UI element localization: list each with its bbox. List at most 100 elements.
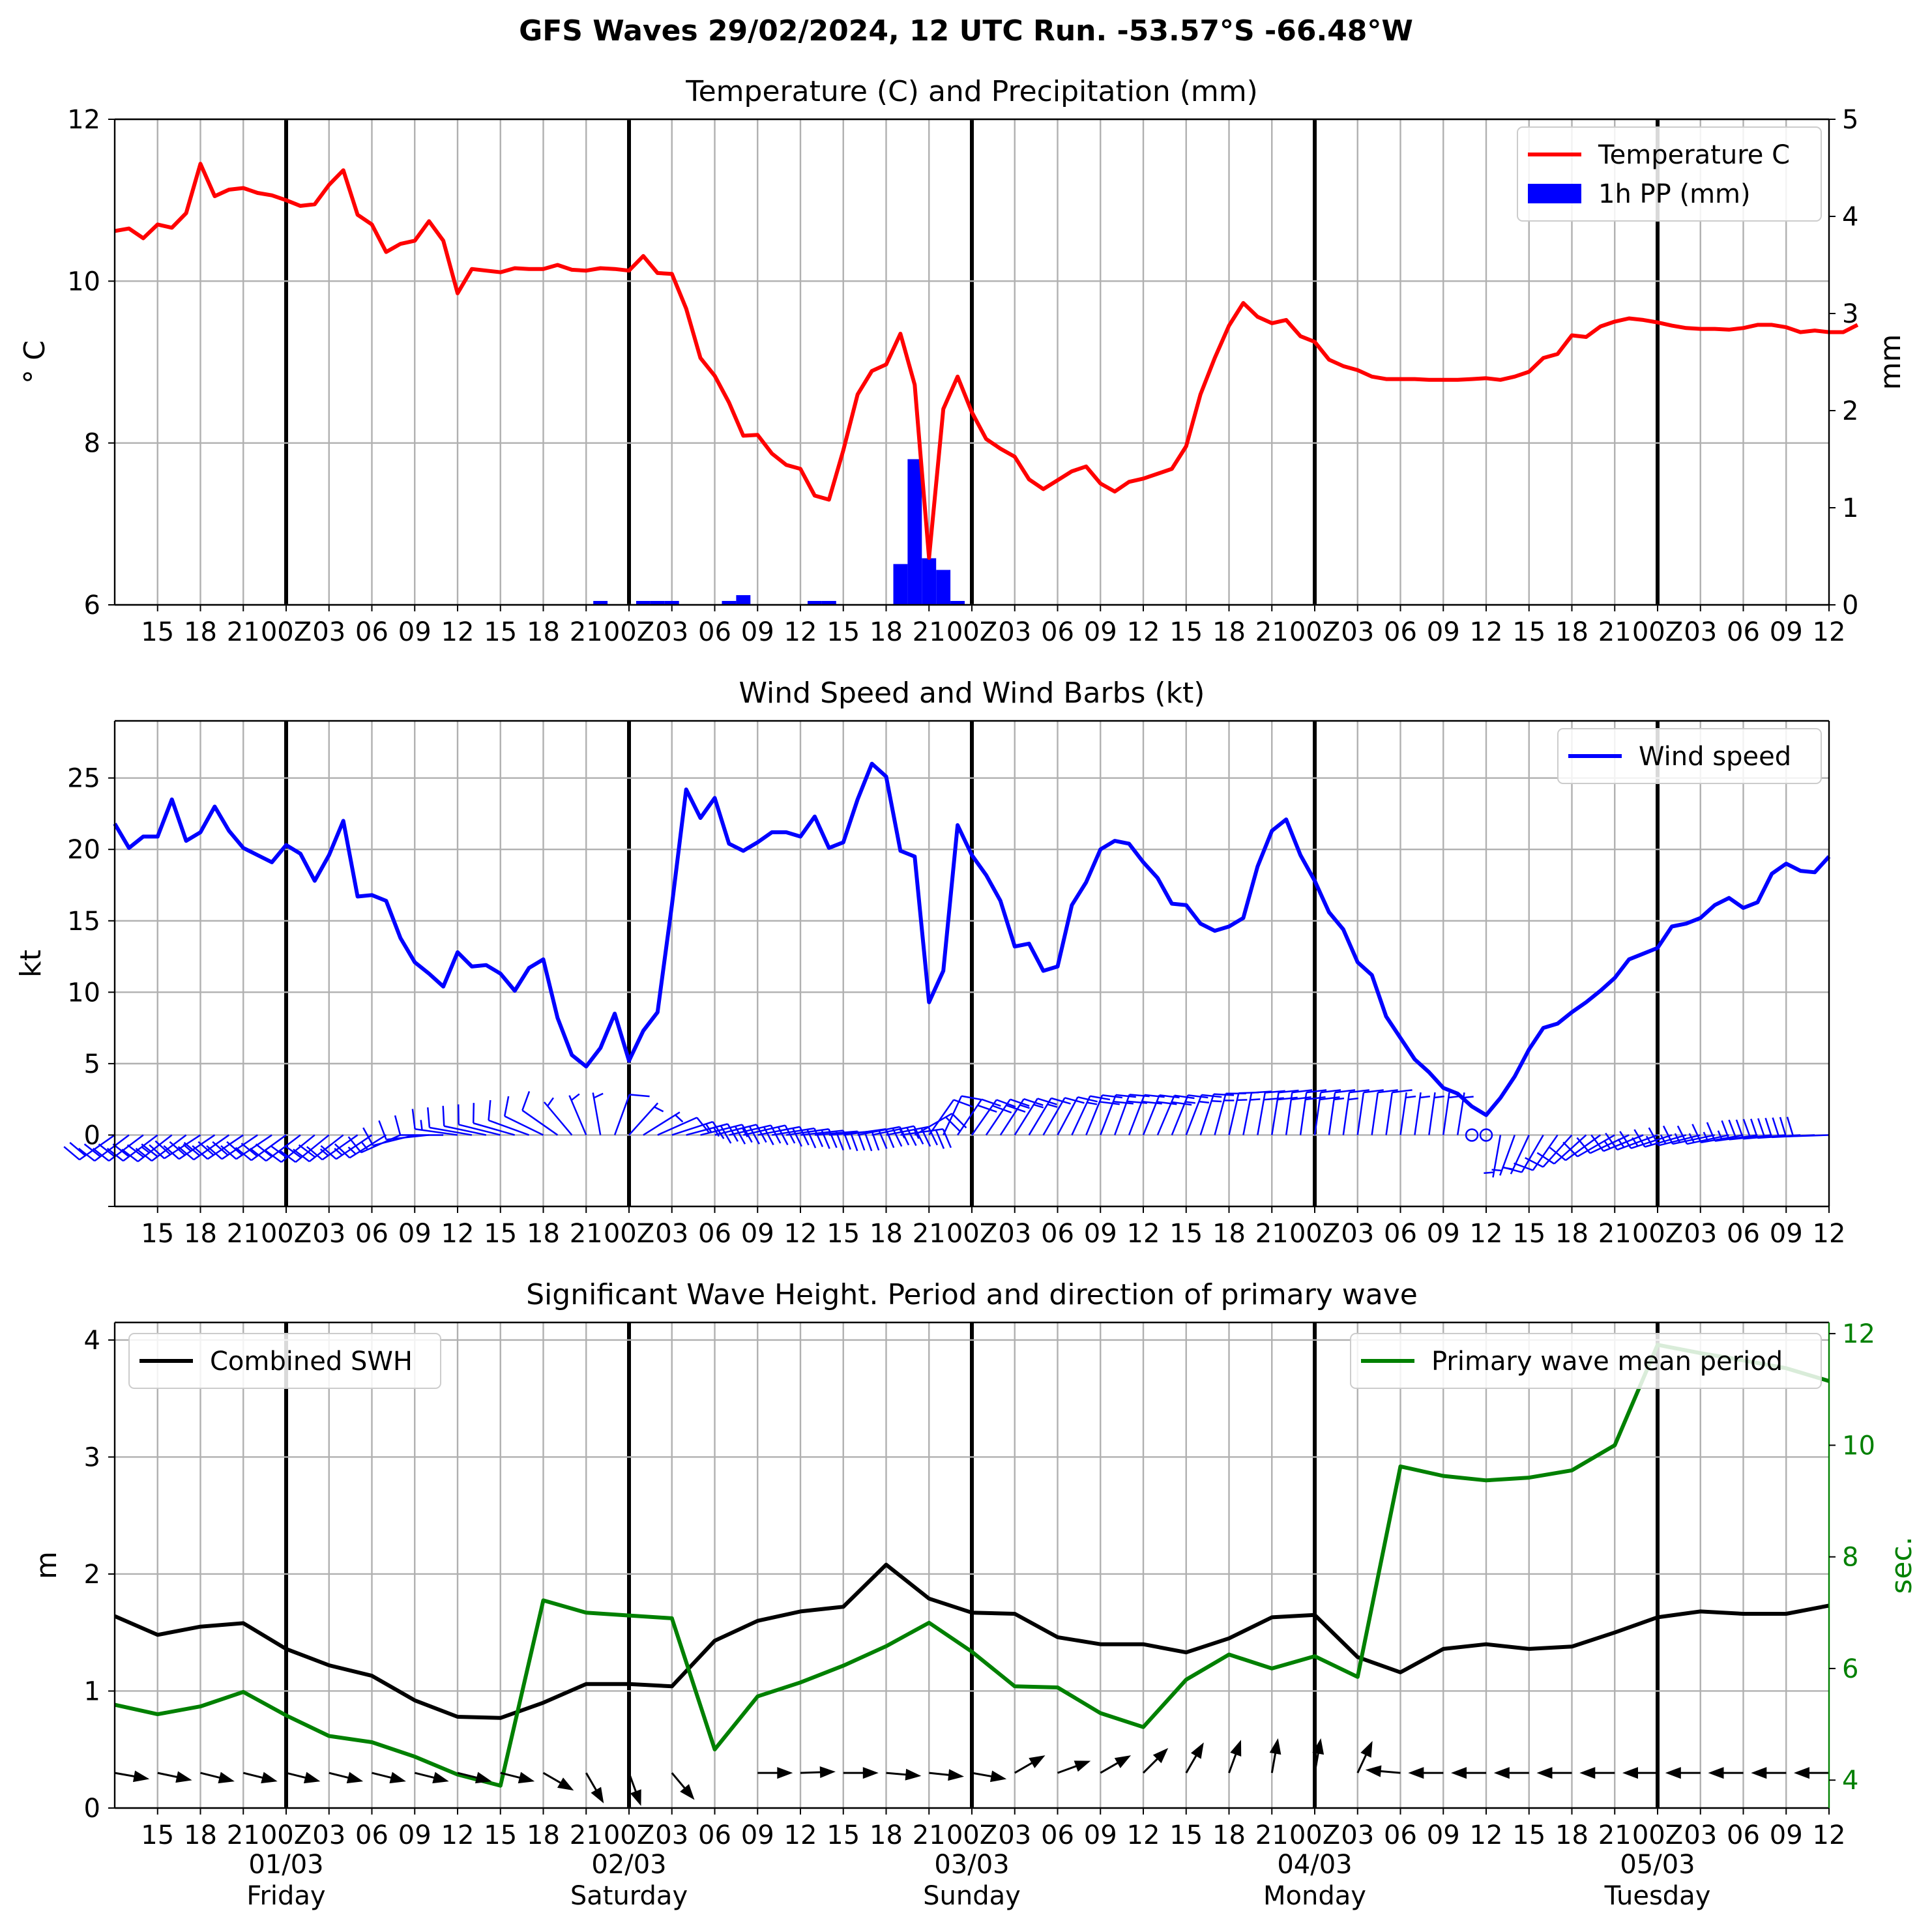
wave-arrow-head <box>261 1772 278 1784</box>
barb-half-feather <box>1703 1131 1709 1142</box>
barb-half-feather <box>654 1106 664 1113</box>
wind-barb <box>1171 1094 1208 1135</box>
barb-feather <box>1590 1134 1604 1152</box>
wave-arrow <box>671 1772 695 1800</box>
wave-arrow-head <box>1312 1738 1325 1755</box>
x-tick-label: 18 <box>870 1820 903 1850</box>
x-tick-label: 21 <box>913 1820 946 1850</box>
x-tick-label: 09 <box>1427 1219 1460 1249</box>
barb-feather <box>334 1143 351 1159</box>
barb-feather <box>1174 1094 1195 1100</box>
wave-arrow <box>971 1770 1007 1783</box>
barb-half-feather <box>1405 1095 1416 1099</box>
temp-panel-title: Temperature (C) and Precipitation (mm) <box>685 75 1258 108</box>
barb-half-feather <box>1199 1100 1210 1103</box>
precip-bar <box>650 601 665 605</box>
barb-feather <box>306 1146 323 1161</box>
wind-speed-panel: 15 18 21 00Z 03 06 09 12 15 18 21 00Z 03 06 09 12 15 18 21… <box>14 720 1845 1249</box>
x-tick-label: 03 <box>998 1219 1031 1249</box>
barb-feather <box>198 1141 214 1156</box>
wave-arrow-head <box>777 1767 793 1779</box>
x-tick-label: 21 <box>227 617 260 647</box>
x-tick-label: 09 <box>741 617 774 647</box>
barb-feather <box>1292 1089 1313 1094</box>
barb-staff <box>628 1102 659 1136</box>
x-tick-label: 06 <box>1727 1219 1760 1249</box>
barb-feather <box>183 1142 201 1156</box>
barb-feather <box>472 1103 475 1124</box>
wind-barb <box>1042 1097 1085 1136</box>
wave-arrow <box>114 1770 150 1783</box>
wave-arrow-head <box>1794 1767 1809 1779</box>
x-tick-label: 15 <box>827 1219 860 1249</box>
x-tick-label: 18 <box>1212 1820 1246 1850</box>
wind-axis-tick-label: 0 <box>84 1120 100 1150</box>
wind-barb <box>347 1134 401 1154</box>
barb-feather <box>255 1143 272 1158</box>
barb-feather <box>1706 1122 1716 1142</box>
wind-barb <box>192 1134 244 1160</box>
barb-feather <box>135 1148 153 1162</box>
calm-circle <box>1479 1128 1493 1142</box>
wind-barb <box>1071 1095 1111 1135</box>
precip-axis-tick-label: 1 <box>1842 493 1858 523</box>
x-tick-label: 03 <box>655 617 688 647</box>
barb-staff <box>1645 1134 1687 1148</box>
barb-half-feather <box>1632 1137 1639 1147</box>
x-tick-label: 15 <box>1169 617 1203 647</box>
wave-arrow-head <box>1536 1767 1553 1779</box>
barb-half-feather <box>1087 1102 1098 1105</box>
wave-arrow <box>1665 1767 1701 1779</box>
x-tick-label: 00Z <box>261 1820 312 1850</box>
wind-barb <box>628 1102 664 1136</box>
wave-arrow-head <box>1360 1741 1373 1758</box>
x-tick-label: 15 <box>1512 617 1545 647</box>
barb-feather <box>1263 1097 1284 1101</box>
barb-half-feather <box>334 1148 343 1156</box>
x-tick-label: 06 <box>355 617 388 647</box>
barb-feather <box>1691 1124 1702 1143</box>
calm-circle <box>1465 1128 1479 1142</box>
x-tick-label: 06 <box>355 1820 388 1850</box>
barb-feather <box>1676 1125 1688 1145</box>
x-tick-label: 06 <box>698 1820 731 1850</box>
period-axis-label: sec. <box>1885 1536 1918 1594</box>
precip-bar <box>907 459 922 605</box>
barb-feather <box>83 1143 101 1158</box>
x-tick-label: 00Z <box>604 1219 654 1249</box>
x-tick-label: 21 <box>1598 617 1632 647</box>
x-tick-label: 18 <box>1555 1820 1588 1850</box>
wave-arrow <box>1794 1767 1829 1779</box>
wind-barb <box>78 1134 130 1162</box>
day-date-label: 01/03 <box>248 1850 323 1880</box>
x-tick-label: 06 <box>1041 1219 1074 1249</box>
precip-bar <box>722 601 737 605</box>
wind-barb <box>1328 1089 1356 1135</box>
barb-half-feather <box>1185 1101 1195 1104</box>
x-tick-label: 21 <box>1255 1219 1289 1249</box>
barb-feather <box>1349 1089 1369 1094</box>
barb-staff <box>1371 1092 1379 1135</box>
barb-feather <box>981 1098 1001 1107</box>
barb-feather <box>1764 1117 1773 1138</box>
barb-feather <box>1277 1096 1298 1101</box>
swh-axis-tick-label: 1 <box>84 1676 100 1706</box>
x-tick-label: 12 <box>1127 617 1160 647</box>
barb-feather <box>378 1120 387 1140</box>
barb-feather <box>992 1105 1012 1114</box>
x-tick-label: 06 <box>1384 617 1417 647</box>
x-tick-label: 12 <box>784 617 817 647</box>
swh-line <box>113 1562 1830 1720</box>
barb-half-feather <box>1674 1133 1680 1143</box>
precip-bar <box>893 564 908 605</box>
precip-bar <box>808 601 822 605</box>
swh-axis-tick-label: 4 <box>84 1326 100 1356</box>
barb-staff <box>1456 1092 1465 1135</box>
legend-box <box>1350 1333 1822 1389</box>
x-tick-label: 09 <box>1084 1219 1117 1249</box>
x-tick-label: 21 <box>913 617 946 647</box>
barb-half-feather <box>140 1146 150 1154</box>
barb-staff <box>1271 1092 1280 1135</box>
wind-barb <box>1648 1127 1701 1146</box>
wind-barb <box>1779 1116 1830 1137</box>
